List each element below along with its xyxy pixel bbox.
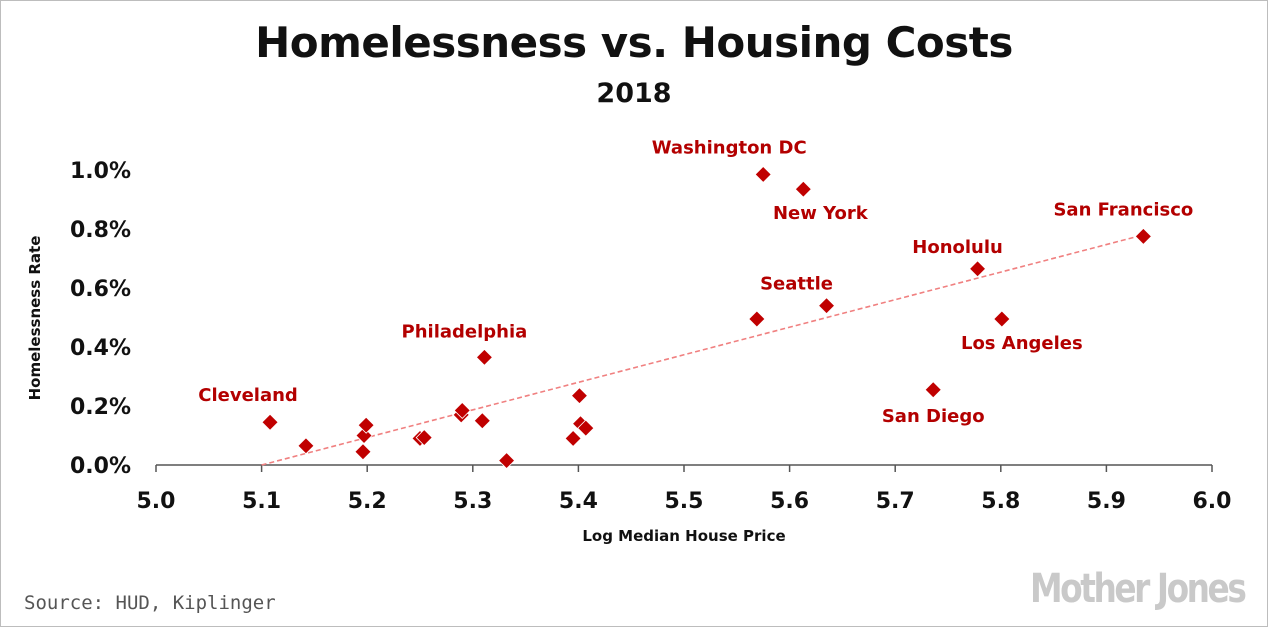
city-label: Philadelphia: [402, 321, 528, 342]
city-label: New York: [773, 203, 869, 224]
data-point: [453, 401, 471, 419]
data-point: [924, 381, 942, 399]
data-point: [748, 310, 766, 328]
y-tick-label: 0.8%: [70, 218, 131, 243]
source-note: Source: HUD, Kiplinger: [24, 592, 276, 614]
data-point: [1134, 227, 1152, 245]
x-tick-label: 5.8: [981, 489, 1020, 514]
y-tick-label: 1.0%: [70, 159, 131, 184]
x-tick-label: 6.0: [1193, 489, 1232, 514]
city-label: Washington DC: [652, 137, 807, 158]
data-point: [817, 297, 836, 315]
city-label: Los Angeles: [961, 333, 1083, 354]
city-label: Cleveland: [198, 385, 298, 406]
data-point: [354, 443, 372, 461]
data-point: [794, 180, 812, 198]
x-tick-label: 5.2: [348, 489, 387, 514]
city-label: Honolulu: [912, 237, 1003, 258]
data-point: [577, 419, 595, 437]
x-tick-label: 5.9: [1087, 489, 1126, 514]
x-tick-label: 5.4: [559, 489, 598, 514]
x-tick-label: 5.0: [137, 489, 176, 514]
x-tick-label: 5.1: [242, 489, 281, 514]
y-tick-label: 0.0%: [70, 454, 131, 479]
chart-subtitle: 2018: [596, 78, 672, 109]
data-point: [498, 452, 516, 470]
x-axis-title: Log Median House Price: [582, 527, 785, 545]
chart-title: Homelessness vs. Housing Costs: [255, 18, 1013, 67]
mother-jones-logo: Mother Jones: [1030, 566, 1247, 612]
y-tick-label: 0.6%: [70, 277, 131, 302]
data-point: [993, 310, 1011, 328]
data-point: [297, 437, 315, 455]
x-tick-label: 5.5: [665, 489, 704, 514]
data-point: [415, 428, 433, 447]
axes: 5.0 5.1 5.2 5.3 5.4 5.5 5.6 5.7 5.8 5.9 6.0 0.0% 0.2…: [70, 159, 1232, 514]
city-label: Seattle: [760, 274, 833, 295]
data-point: [473, 412, 491, 430]
data-point: [570, 387, 589, 405]
x-tick-label: 5.7: [876, 489, 915, 514]
data-point: [475, 348, 493, 366]
city-label: San Diego: [882, 406, 985, 427]
data-points: [261, 165, 1152, 470]
data-point: [261, 413, 279, 431]
x-tick-label: 5.3: [453, 489, 492, 514]
data-point: [357, 416, 375, 434]
city-label: San Francisco: [1053, 199, 1193, 220]
x-tick-label: 5.6: [770, 489, 809, 514]
y-tick-label: 0.2%: [70, 395, 131, 420]
data-point: [564, 429, 582, 448]
data-point: [969, 260, 987, 278]
y-tick-label: 0.4%: [70, 336, 131, 361]
data-point: [754, 165, 772, 183]
city-labels: Cleveland Philadelphia Washington DC New Yo…: [198, 137, 1193, 426]
y-axis-title: Homelessness Rate: [26, 236, 44, 401]
